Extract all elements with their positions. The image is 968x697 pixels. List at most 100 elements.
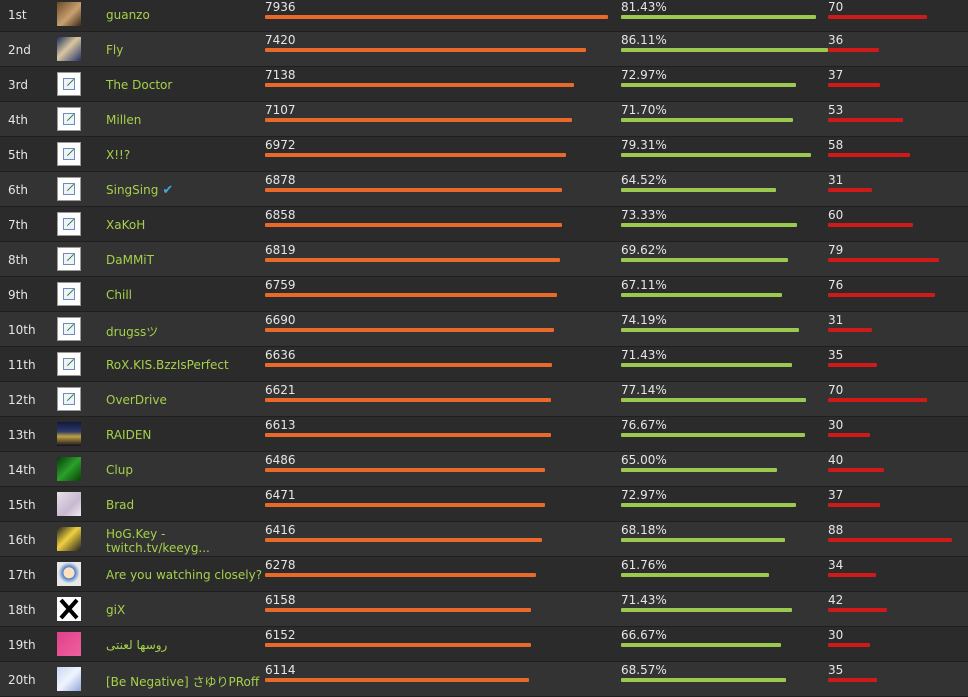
player-name[interactable]: Clup xyxy=(106,463,133,477)
player-name[interactable]: DaMMiT xyxy=(106,253,154,267)
player-name-link[interactable]: Clup xyxy=(106,463,133,477)
count-value: 31 xyxy=(828,313,844,327)
player-name[interactable]: Millen xyxy=(106,113,142,127)
table-row[interactable]: 18th giX 6158 71.43% 42 xyxy=(0,592,968,627)
player-name-link[interactable]: روسها لعنتى xyxy=(106,638,167,652)
player-name-link[interactable]: guanzo xyxy=(106,8,150,22)
points-value: 6636 xyxy=(265,348,296,362)
player-name-link[interactable]: [Be Negative] さゆりPRoff xyxy=(106,673,259,690)
player-name[interactable]: روسها لعنتى xyxy=(106,638,168,652)
winrate-bar xyxy=(621,83,796,87)
points-bar xyxy=(265,153,566,157)
count-bar xyxy=(828,573,876,577)
table-row[interactable]: 10th drugssツ 6690 74.19% 31 xyxy=(0,312,968,347)
winrate-bar xyxy=(621,643,781,647)
avatar[interactable] xyxy=(57,597,81,621)
table-row[interactable]: 6th SingSing ✔ 6878 64.52% 31 xyxy=(0,172,968,207)
broken-image-icon[interactable] xyxy=(57,282,81,306)
player-name[interactable]: drugssツ xyxy=(106,325,159,339)
table-row[interactable]: 1st guanzo 7936 81.43% 70 xyxy=(0,0,968,32)
player-name-link[interactable]: Millen xyxy=(106,113,141,127)
player-name-link[interactable]: Brad xyxy=(106,498,134,512)
avatar[interactable] xyxy=(57,667,81,691)
table-row[interactable]: 15th Brad 6471 72.97% 37 xyxy=(0,487,968,522)
avatar[interactable] xyxy=(57,562,81,586)
table-row[interactable]: 19th روسها لعنتى 6152 66.67% 30 xyxy=(0,627,968,662)
player-name-link[interactable]: DaMMiT xyxy=(106,253,154,267)
rank-label: 20th xyxy=(8,673,36,687)
table-row[interactable]: 17th Are you watching closely? 6278 61.76% 3… xyxy=(0,557,968,592)
winrate-bar xyxy=(621,15,816,19)
player-name[interactable]: guanzo xyxy=(106,8,150,22)
player-name[interactable]: Brad xyxy=(106,498,135,512)
player-name[interactable]: SingSing xyxy=(106,183,159,197)
player-name-link[interactable]: XaKoH xyxy=(106,218,145,232)
player-name-link[interactable]: RAIDEN xyxy=(106,428,151,442)
broken-image-icon[interactable] xyxy=(57,317,81,341)
table-row[interactable]: 3rd The Doctor 7138 72.97% 37 xyxy=(0,67,968,102)
player-name-link[interactable]: SingSing ✔ xyxy=(106,183,173,198)
broken-image-icon[interactable] xyxy=(57,247,81,271)
rank-label: 2nd xyxy=(8,43,31,57)
avatar[interactable] xyxy=(57,457,81,481)
broken-image-icon[interactable] xyxy=(57,352,81,376)
player-name-link[interactable]: RoX.KIS.BzzIsPerfect xyxy=(106,358,229,372)
player-name-link[interactable]: drugssツ xyxy=(106,323,158,340)
winrate-bar xyxy=(621,398,806,402)
count-bar xyxy=(828,118,903,122)
avatar[interactable] xyxy=(57,492,81,516)
broken-image-icon[interactable] xyxy=(57,387,81,411)
winrate-bar xyxy=(621,608,792,612)
avatar[interactable] xyxy=(57,632,81,656)
avatar[interactable] xyxy=(57,422,81,446)
broken-image-icon[interactable] xyxy=(57,212,81,236)
player-name-link[interactable]: Are you watching closely? xyxy=(106,568,262,582)
player-name[interactable]: RAIDEN xyxy=(106,428,152,442)
avatar[interactable] xyxy=(57,527,81,551)
player-name[interactable]: X!!? xyxy=(106,148,131,162)
player-name[interactable]: giX xyxy=(106,603,126,617)
player-name-link[interactable]: Chill xyxy=(106,288,132,302)
player-name[interactable]: [Be Negative] さゆりPRoff xyxy=(106,675,260,689)
table-row[interactable]: 9th Chill 6759 67.11% 76 xyxy=(0,277,968,312)
player-name[interactable]: HoG.Key - twitch.tv/keeyg... xyxy=(106,527,210,555)
avatar[interactable] xyxy=(57,37,81,61)
table-row[interactable]: 20th [Be Negative] さゆりPRoff 6114 68.57% 35 xyxy=(0,662,968,697)
winrate-bar xyxy=(621,188,776,192)
winrate-bar xyxy=(621,678,786,682)
table-row[interactable]: 7th XaKoH 6858 73.33% 60 xyxy=(0,207,968,242)
table-row[interactable]: 16th HoG.Key - twitch.tv/keeyg... 6416 68.1… xyxy=(0,522,968,557)
broken-image-icon[interactable] xyxy=(57,107,81,131)
broken-image-icon[interactable] xyxy=(57,142,81,166)
table-row[interactable]: 12th OverDrive 6621 77.14% 70 xyxy=(0,382,968,417)
broken-image-icon[interactable] xyxy=(57,177,81,201)
player-name[interactable]: Chill xyxy=(106,288,132,302)
broken-image-icon[interactable] xyxy=(57,72,81,96)
table-row[interactable]: 4th Millen 7107 71.70% 53 xyxy=(0,102,968,137)
table-row[interactable]: 2nd Fly 7420 86.11% 36 xyxy=(0,32,968,67)
rank-label: 16th xyxy=(8,533,36,547)
count-bar xyxy=(828,398,927,402)
player-name[interactable]: Fly xyxy=(106,43,124,57)
winrate-bar xyxy=(621,503,796,507)
points-value: 7420 xyxy=(265,33,296,47)
winrate-value: 69.62% xyxy=(621,243,667,257)
player-name-link[interactable]: X!!? xyxy=(106,148,130,162)
table-row[interactable]: 8th DaMMiT 6819 69.62% 79 xyxy=(0,242,968,277)
table-row[interactable]: 5th X!!? 6972 79.31% 58 xyxy=(0,137,968,172)
avatar[interactable] xyxy=(57,2,81,26)
table-row[interactable]: 11th RoX.KIS.BzzIsPerfect 6636 71.43% 35 xyxy=(0,347,968,382)
table-row[interactable]: 14th Clup 6486 65.00% 40 xyxy=(0,452,968,487)
player-name[interactable]: OverDrive xyxy=(106,393,167,407)
player-name-link[interactable]: HoG.Key - twitch.tv/keeyg... xyxy=(106,527,226,555)
table-row[interactable]: 13th RAIDEN 6613 76.67% 30 xyxy=(0,417,968,452)
player-name-link[interactable]: OverDrive xyxy=(106,393,167,407)
player-name-link[interactable]: The Doctor xyxy=(106,78,172,92)
winrate-value: 61.76% xyxy=(621,558,667,572)
player-name[interactable]: XaKoH xyxy=(106,218,146,232)
player-name-link[interactable]: Fly xyxy=(106,43,123,57)
player-name[interactable]: Are you watching closely? xyxy=(106,568,263,582)
player-name[interactable]: RoX.KIS.BzzIsPerfect xyxy=(106,358,229,372)
player-name[interactable]: The Doctor xyxy=(106,78,173,92)
player-name-link[interactable]: giX xyxy=(106,603,125,617)
